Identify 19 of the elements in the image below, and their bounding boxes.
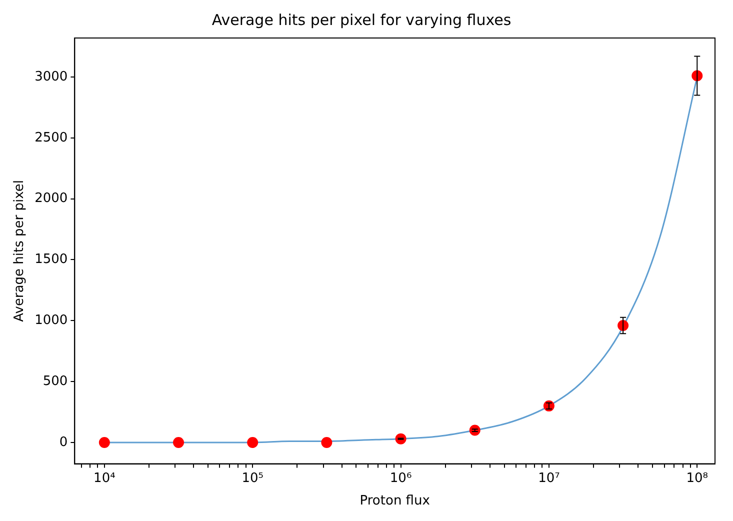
y-tick-label: 0 [59,434,68,450]
y-tick-label: 1000 [34,313,68,328]
y-tick-label: 1500 [34,252,68,268]
point [247,436,258,448]
y-axis-title: Average hits per pixel [12,180,28,322]
x-axis-title: Proton flux [360,494,430,509]
y-tick-label: 500 [42,374,68,389]
x-tick-label: 10⁴ [94,470,116,486]
chart-title: Average hits per pixel for varying fluxes [212,10,512,29]
x-tick-label: 10⁸ [686,470,708,486]
y-tick-label: 2000 [34,191,68,206]
y-tick-label: 2500 [34,130,68,146]
x-tick-label: 10⁷ [538,470,560,486]
point [173,436,184,448]
y-tick-label: 3000 [34,69,68,84]
x-tick-label: 10⁶ [390,470,412,486]
point [321,436,332,448]
point [98,436,110,448]
x-tick-label: 10⁵ [242,470,264,486]
